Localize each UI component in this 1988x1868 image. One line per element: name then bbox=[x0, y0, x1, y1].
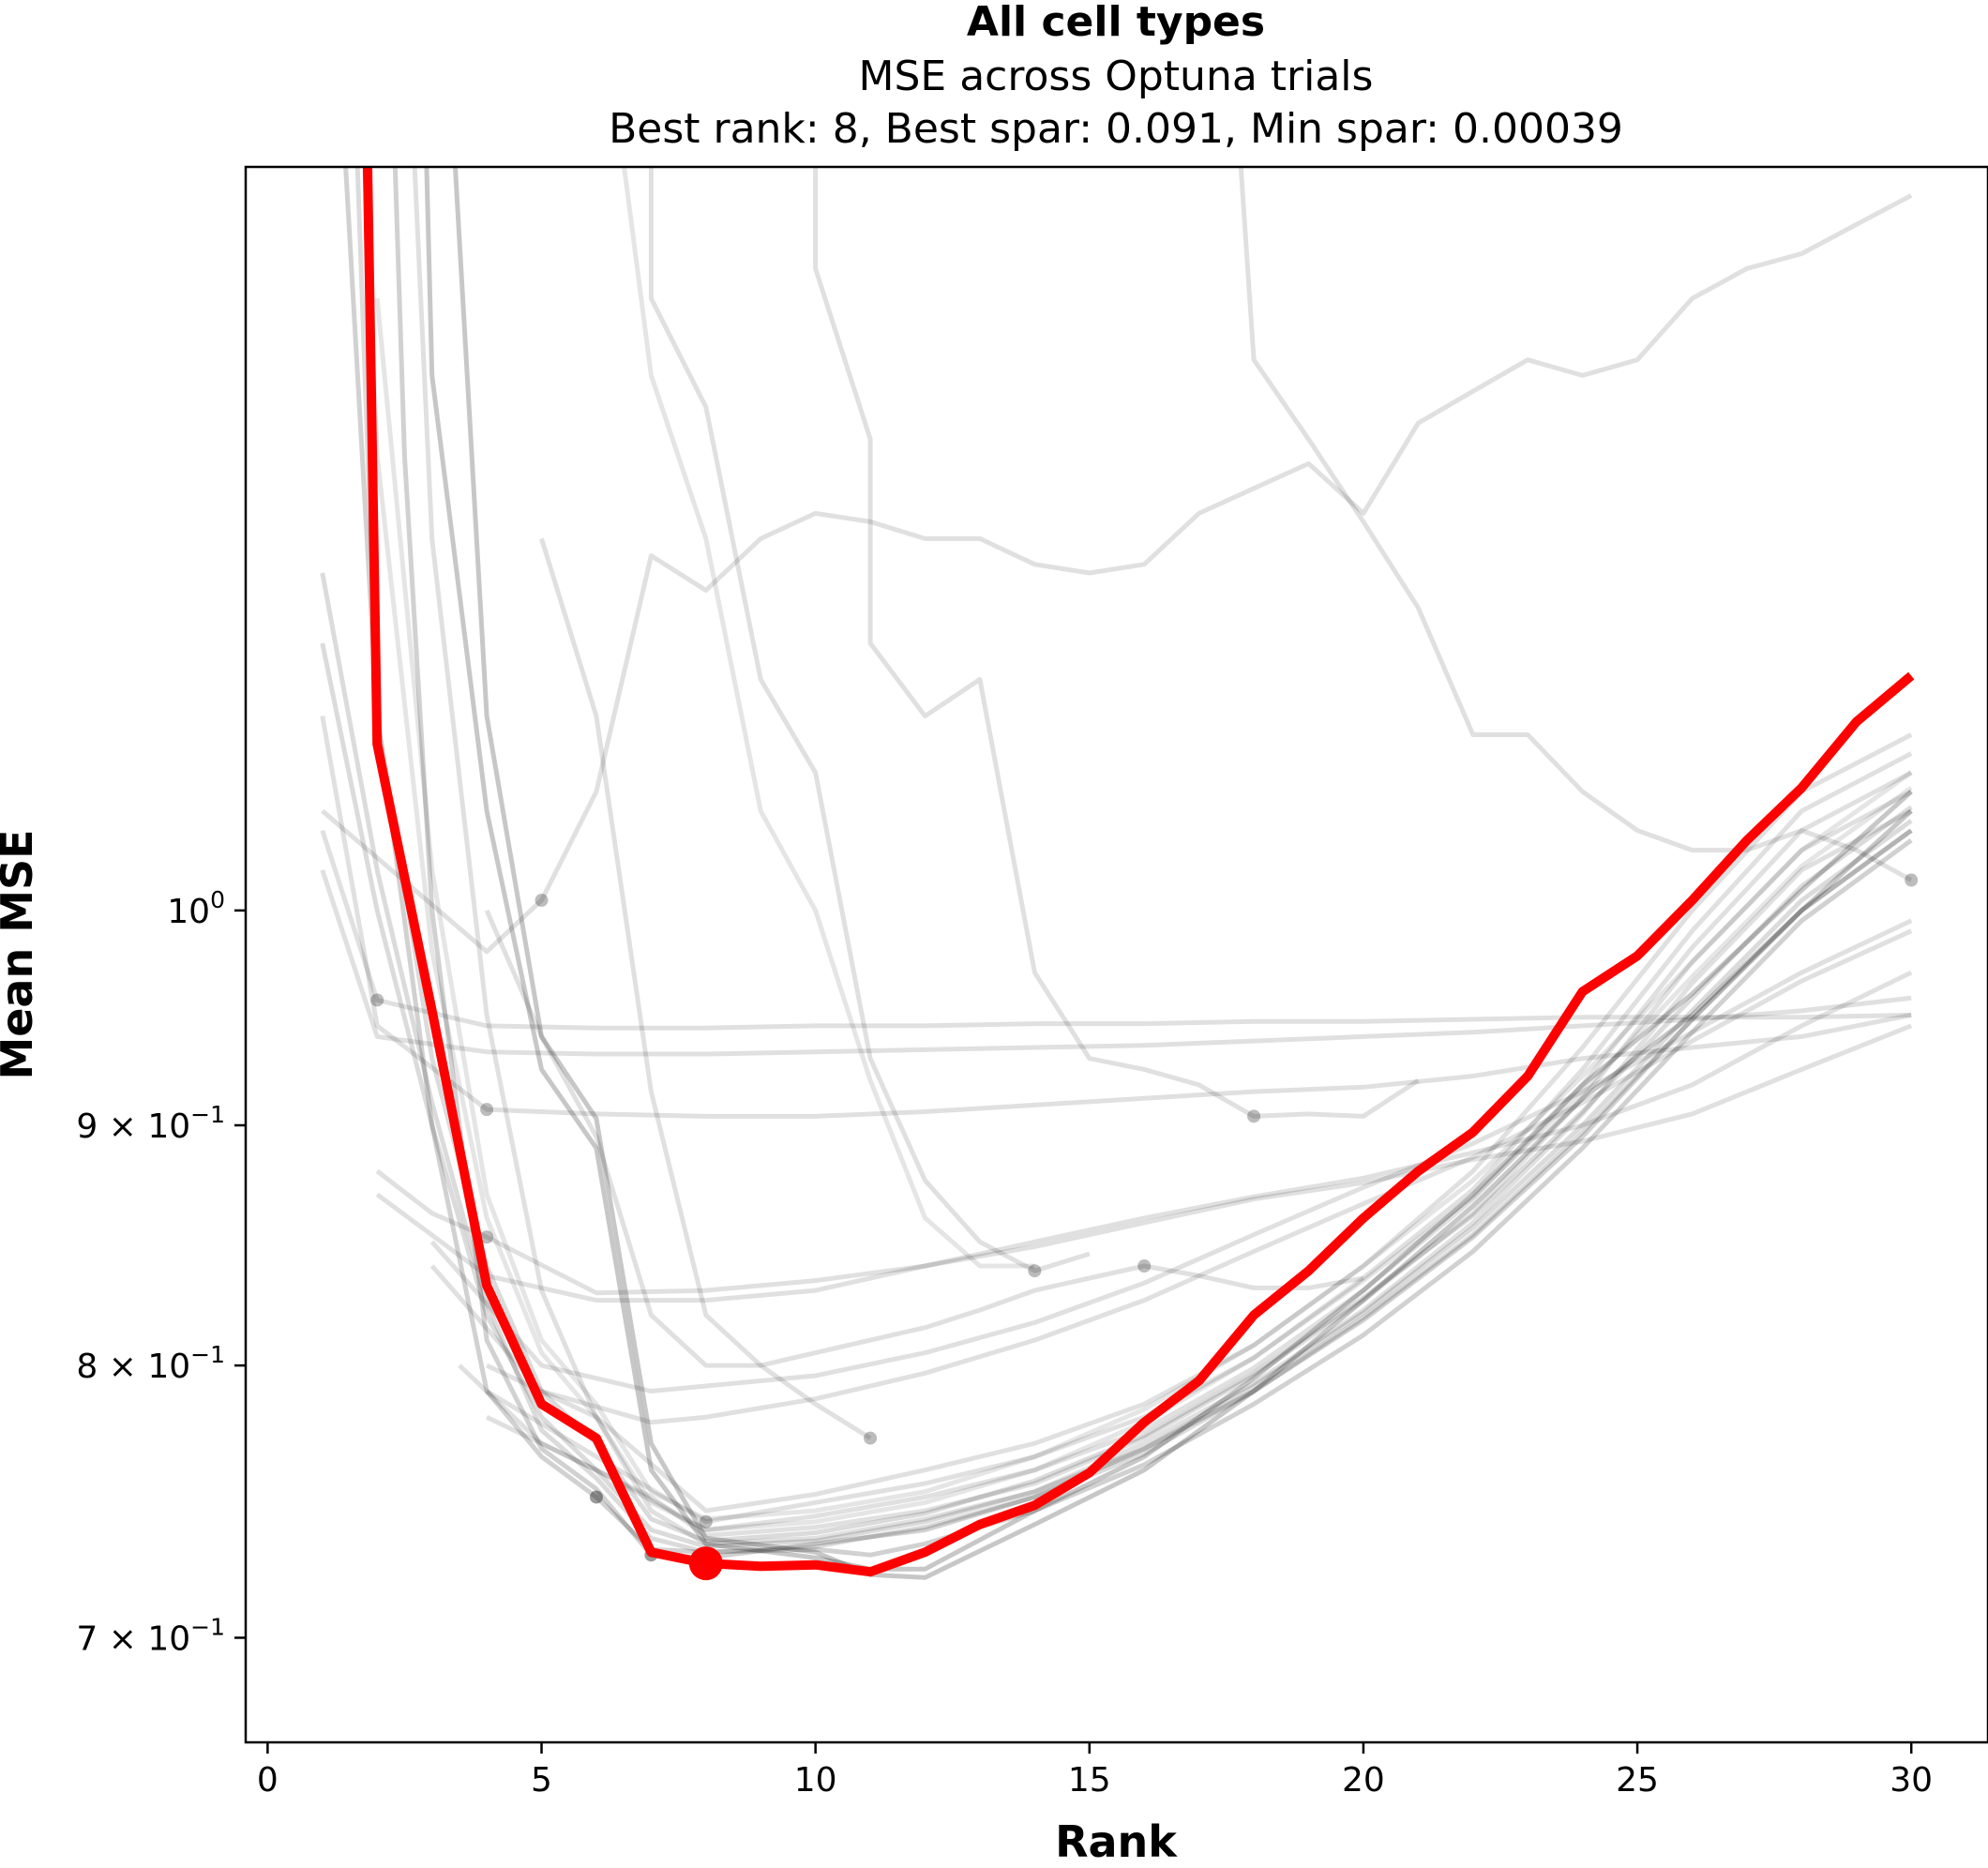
trial-best-marker-21 bbox=[589, 1490, 603, 1504]
x-tick-label-20: 20 bbox=[1342, 1761, 1385, 1800]
best-rank-marker bbox=[688, 1546, 723, 1581]
trial-line-12 bbox=[375, 970, 1913, 1303]
trial-line-28 bbox=[374, 298, 1913, 1522]
trial-best-marker-11 bbox=[480, 1230, 494, 1244]
trial-best-marker-8 bbox=[480, 1103, 494, 1117]
trial-line-16 bbox=[485, 751, 1913, 1525]
x-tick-label-30: 30 bbox=[1890, 1761, 1933, 1800]
trial-best-marker-5 bbox=[864, 1431, 878, 1445]
trial-best-marker-7 bbox=[1137, 1259, 1152, 1273]
trial-line-9 bbox=[320, 829, 1912, 1031]
trial-best-marker-4 bbox=[1028, 1264, 1042, 1278]
y-tick-label-0.8: 8 × 10−1 bbox=[76, 1341, 225, 1386]
trial-line-4 bbox=[648, 167, 1091, 1273]
x-axis-label: Rank bbox=[1055, 1816, 1178, 1867]
best-series bbox=[362, 167, 1915, 1581]
trial-markers bbox=[370, 873, 1919, 1562]
trial-line-14 bbox=[429, 928, 1913, 1425]
trial-lines bbox=[320, 167, 1913, 1580]
plot-frame bbox=[244, 165, 1988, 1744]
trial-line-2 bbox=[1238, 167, 1913, 882]
chart-subtitle: MSE across Optuna trials bbox=[859, 53, 1374, 100]
chart-title: All cell types bbox=[967, 0, 1265, 46]
y-axis-label: Mean MSE bbox=[0, 829, 42, 1079]
trial-line-10 bbox=[320, 869, 1912, 1057]
trial-line-22 bbox=[424, 167, 1913, 1572]
trial-line-3 bbox=[813, 167, 1420, 1119]
trial-line-26 bbox=[354, 167, 1913, 1544]
y-tick-label-1: 100 bbox=[167, 886, 225, 931]
trial-line-1 bbox=[321, 193, 1913, 955]
trial-line-6 bbox=[622, 167, 1035, 1269]
trial-line-18 bbox=[458, 789, 1913, 1538]
trial-line-11 bbox=[375, 1023, 1913, 1296]
x-tick-label-5: 5 bbox=[531, 1761, 552, 1800]
trial-line-5 bbox=[539, 537, 872, 1440]
trial-line-27 bbox=[362, 167, 1913, 1532]
trial-best-marker-16 bbox=[699, 1514, 713, 1529]
trial-line-17 bbox=[486, 770, 1913, 1532]
trial-line-13 bbox=[429, 918, 1913, 1393]
x-tick-label-25: 25 bbox=[1616, 1761, 1659, 1800]
trial-line-23 bbox=[452, 167, 1913, 1580]
trial-line-20 bbox=[392, 167, 1913, 1560]
x-tick-label-10: 10 bbox=[794, 1761, 837, 1800]
chart-subtitle-params: Best rank: 8, Best spar: 0.091, Min spar… bbox=[609, 105, 1623, 153]
x-tick-label-15: 15 bbox=[1068, 1761, 1111, 1800]
trial-line-25 bbox=[320, 572, 1913, 1555]
trial-best-marker-1 bbox=[535, 894, 549, 908]
trial-best-marker-2 bbox=[1905, 873, 1919, 887]
trial-best-marker-9 bbox=[370, 993, 384, 1007]
trial-line-7 bbox=[484, 909, 1364, 1368]
x-tick-label-0: 0 bbox=[257, 1761, 279, 1800]
trial-line-21 bbox=[343, 167, 1913, 1558]
trial-line-24 bbox=[320, 642, 1913, 1549]
y-tick-label-0.9: 9 × 10−1 bbox=[76, 1101, 225, 1146]
trial-line-8 bbox=[320, 716, 1912, 1119]
y-tick-label-0.7: 7 × 10−1 bbox=[76, 1613, 225, 1658]
x-axis: 0 5 10 15 20 25 30 bbox=[257, 1742, 1933, 1800]
best-trial-line bbox=[362, 167, 1915, 1577]
y-axis: 100 9 × 10−1 8 × 10−1 7 × 10−1 bbox=[76, 886, 246, 1658]
trial-line-19 bbox=[412, 167, 1913, 1546]
trial-best-marker-3 bbox=[1247, 1109, 1261, 1123]
